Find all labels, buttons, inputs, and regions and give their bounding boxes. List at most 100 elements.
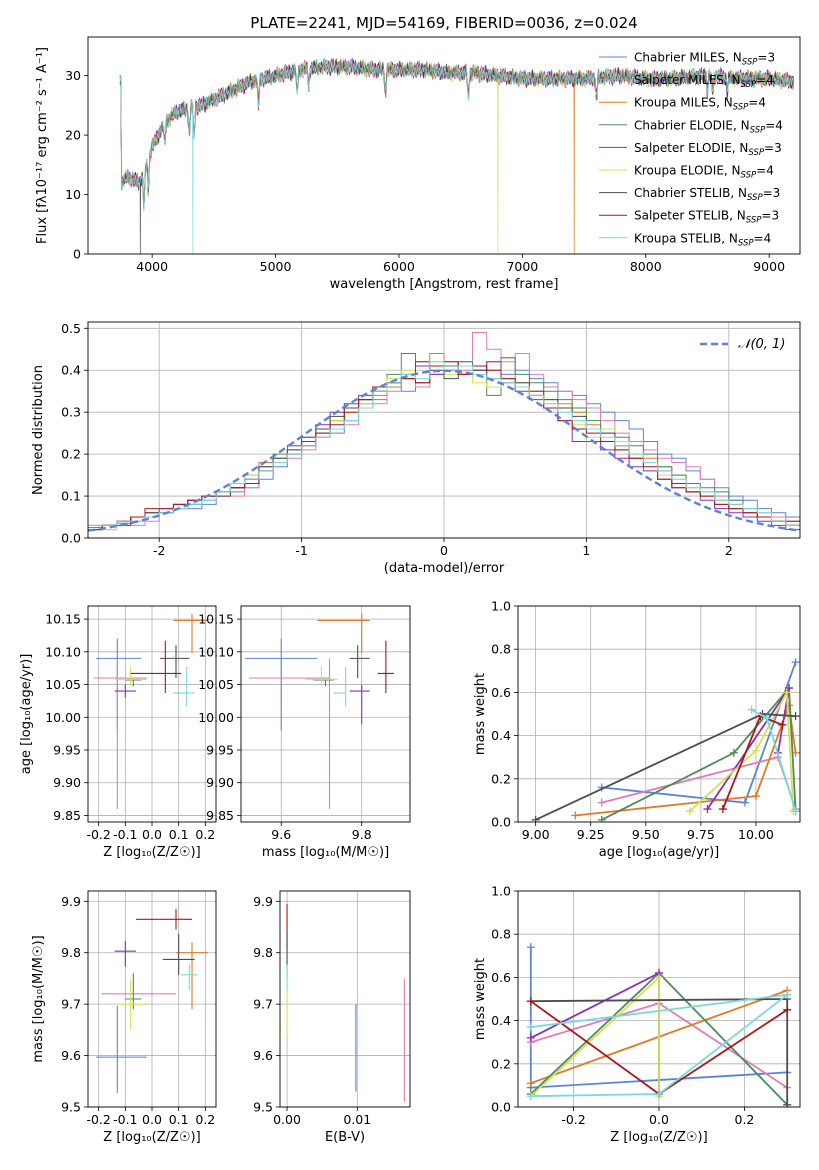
legend-label: Salpeter STELIB, NSSP=3: [634, 209, 779, 226]
legend-label: Salpeter MILES, NSSP=4: [634, 73, 774, 90]
legend-nssp: 4: [758, 96, 766, 110]
residuals-plot: [88, 332, 800, 532]
chart-title: PLATE=2241, MJD=54169, FIBERID=0036, z=0…: [250, 14, 637, 32]
x-tick-label: 9.75: [687, 827, 715, 842]
x-tick-label: 2: [725, 543, 733, 558]
y-tick-label: 9.8: [253, 945, 273, 960]
x-tick-label: 6000: [383, 259, 415, 274]
y-tick-label: 0.6: [491, 970, 511, 985]
legend-sep: , N: [724, 73, 741, 87]
weight-marker: [703, 805, 712, 814]
legend-sep: , N: [732, 141, 749, 155]
weight-marker: [526, 1033, 535, 1042]
spectrum-line: [119, 57, 795, 254]
x-axis-label: Z [log₁₀(Z/Z☉)]: [103, 845, 200, 860]
legend-eq: =: [748, 96, 758, 110]
legend-name: Salpeter ELODIE: [634, 141, 732, 155]
age-vs-mass-plot: [245, 613, 394, 809]
x-tick-label: 0.1: [169, 827, 189, 842]
y-tick-label: 9.5: [253, 1100, 273, 1115]
y-tick-label: 9.6: [253, 1048, 273, 1063]
y-axis-label: mass [log₁₀(M/M☉)]: [31, 935, 46, 1062]
x-tick-label: -2: [153, 543, 165, 558]
legend-nssp: 3: [771, 209, 779, 223]
legend-name: Chabrier ELODIE: [634, 118, 733, 132]
weight-marker: [791, 712, 800, 721]
weight-marker: [526, 1092, 535, 1101]
legend-sub: SSP: [742, 58, 758, 68]
legend-sep: , N: [729, 209, 746, 223]
weight-marker: [526, 997, 535, 1006]
weight-marker: [685, 807, 694, 816]
x-tick-label: 4000: [136, 259, 168, 274]
x-axis-label: (data-model)/error: [384, 561, 505, 576]
y-tick-label: 0.2: [491, 771, 511, 786]
legend-name: Kroupa ELODIE: [634, 164, 724, 178]
weight-marker: [526, 943, 535, 952]
spectrum-panel: 4000 5000 6000 7000 8000 9000 0 10 20 30 wavelengt…: [35, 14, 801, 292]
legend-sub: SSP: [748, 148, 764, 158]
y-tick-label: 10.00: [45, 710, 81, 725]
legend-nssp: 4: [766, 164, 774, 178]
legend: 𝒩(0, 1): [700, 337, 785, 352]
legend-sep: , N: [724, 164, 741, 178]
axes-frame: [87, 36, 801, 255]
y-tick-label: 20: [65, 128, 81, 143]
weight-marker: [784, 684, 793, 693]
weight-marker: [531, 815, 540, 822]
x-tick-label: 10.00: [738, 827, 774, 842]
x-axis-label: Z [log₁₀(Z/Z☉)]: [610, 1130, 707, 1145]
spectrum-line: [119, 57, 795, 254]
weight-marker: [655, 1090, 663, 1099]
legend-label: Kroupa ELODIE, NSSP=4: [634, 164, 774, 181]
weight-marker: [526, 1023, 535, 1032]
weight-line: [535, 713, 796, 821]
legend-label: Chabrier ELODIE, NSSP=4: [634, 118, 783, 135]
y-tick-label: 0.4: [491, 1013, 511, 1028]
x-axis-label: Z [log₁₀(Z/Z☉)]: [103, 1130, 200, 1145]
legend-sep: , N: [721, 231, 738, 245]
legend-name: Salpeter MILES: [634, 73, 724, 87]
y-tick-label: 9.85: [53, 808, 81, 823]
age-vs-Z-panel: -0.2 -0.1 0.0 0.1 0.2 9.85 9.90 9.95 10.00 10.05 1…: [19, 605, 217, 860]
x-tick-label: 9000: [753, 259, 785, 274]
x-tick-label: 0.2: [195, 1112, 215, 1127]
legend-nssp: 4: [775, 118, 783, 132]
weight-vs-Z-panel: -0.2 0.0 0.2 0.0 0.2 0.4 0.6 0.8 1.0 Z [log₁₀(Z/Z…: [473, 884, 801, 1145]
legend-sub: SSP: [738, 238, 754, 248]
weight-marker: [778, 720, 787, 729]
legend-sep: , N: [725, 51, 742, 65]
mass-vs-Z-plot: [96, 909, 208, 1094]
y-axis-label: age [log₁₀(age/yr)]: [19, 654, 34, 775]
y-axis-label: Flux [fλ10⁻¹⁷ erg cm⁻² s⁻¹ A⁻¹]: [35, 47, 50, 244]
y-tick-label: 9.7: [61, 997, 81, 1012]
legend-name: Kroupa MILES: [634, 96, 716, 110]
legend-eq: =: [756, 73, 766, 87]
x-tick-label: -0.1: [113, 827, 137, 842]
y-tick-label: 9.95: [53, 743, 81, 758]
age-vs-Z-plot: [93, 613, 208, 809]
weight-marker: [729, 748, 738, 757]
y-tick-label: 0.0: [491, 815, 511, 830]
y-tick-label: 1.0: [491, 884, 511, 899]
legend-nssp: 4: [766, 73, 774, 87]
legend-nssp: 4: [764, 231, 772, 245]
x-tick-label: -0.1: [113, 1112, 137, 1127]
histogram-step: [88, 361, 800, 526]
x-tick-label: 8000: [630, 259, 662, 274]
x-axis-label: age [log₁₀(age/yr)]: [599, 845, 720, 860]
y-tick-label: 0.2: [491, 1056, 511, 1071]
legend-label: Kroupa STELIB, NSSP=4: [634, 231, 771, 248]
y-tick-label: 10.05: [198, 677, 234, 692]
legend-sub: SSP: [747, 193, 763, 203]
spectrum-plot: [119, 57, 795, 254]
age-vs-Z-grid: [88, 606, 216, 822]
y-axis-label: mass weight: [473, 673, 488, 755]
x-tick-label: -0.2: [86, 1112, 110, 1127]
weight-vs-age-panel: 9.00 9.25 9.50 9.75 10.00 0.0 0.2 0.4 0.6 0.8 1.0 a…: [473, 599, 801, 860]
mass-vs-EBV-plot: [286, 903, 405, 1102]
y-tick-label: 10.10: [198, 644, 234, 659]
legend-eq: =: [763, 186, 773, 200]
legend-name: Salpeter STELIB: [634, 209, 729, 223]
